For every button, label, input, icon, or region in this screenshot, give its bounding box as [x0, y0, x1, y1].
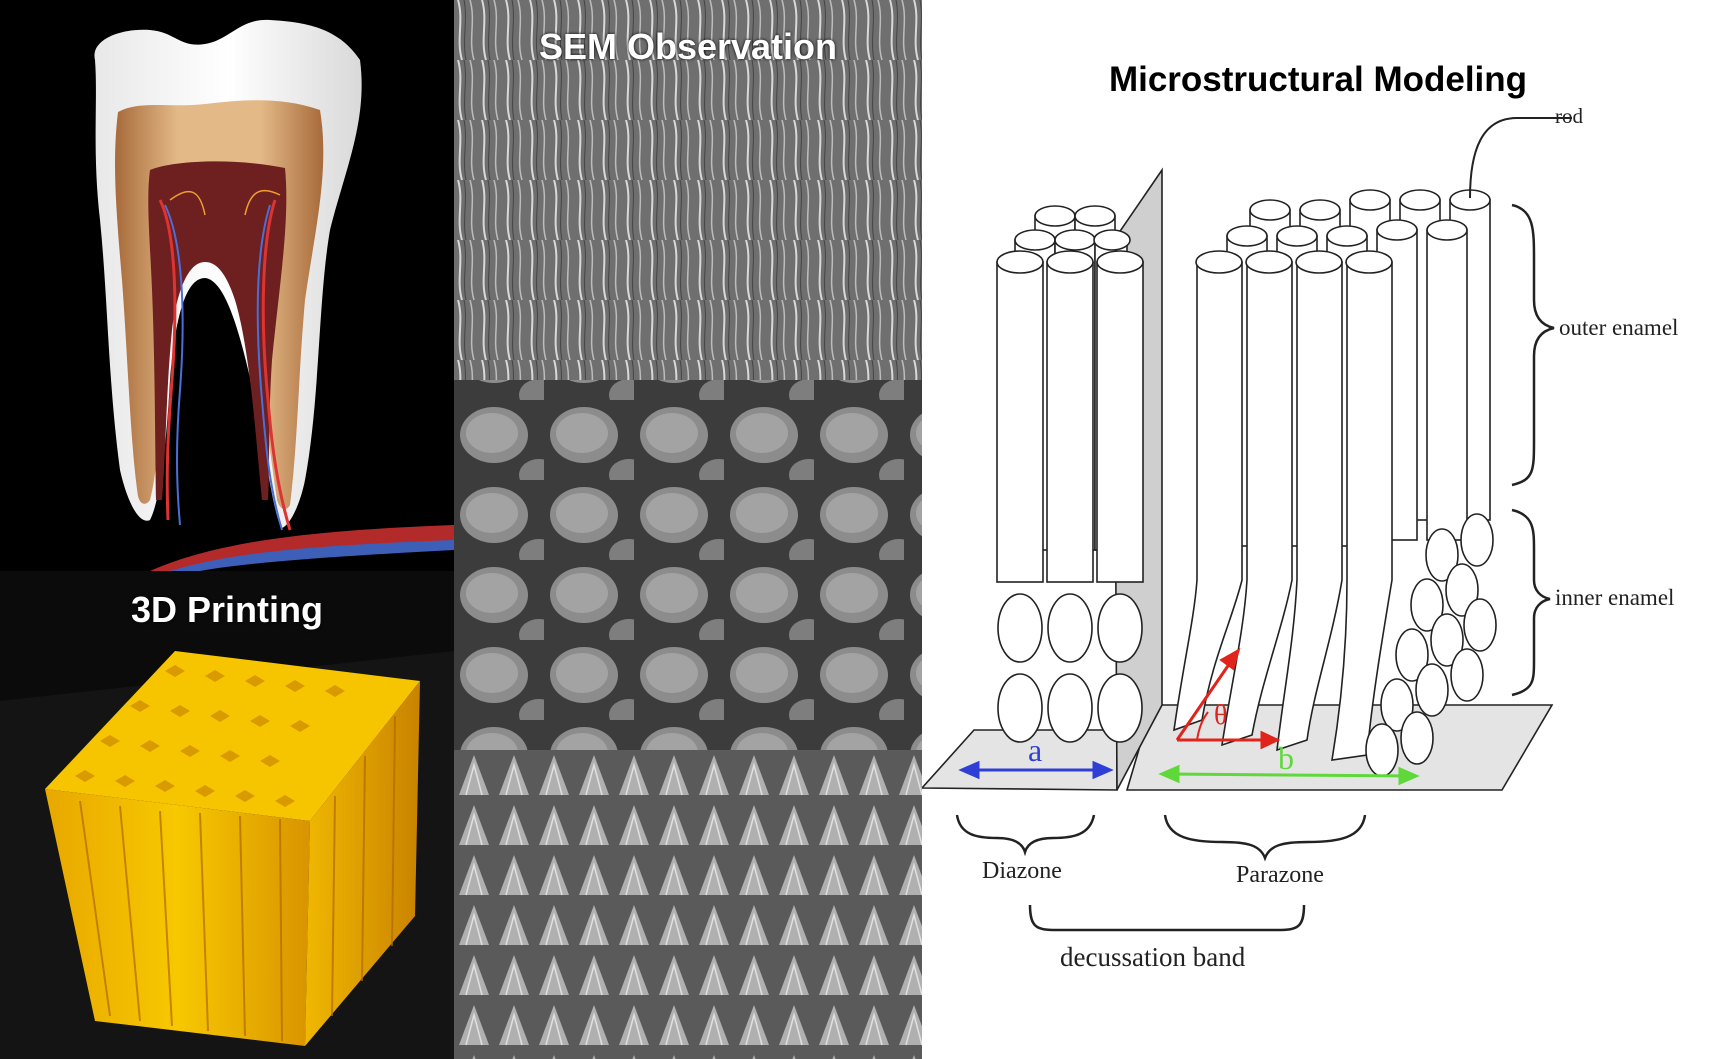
decussation-band-label: decussation band [1060, 942, 1246, 972]
3d-printed-sample-image: 3D Printing [0, 571, 454, 1059]
inner-enamel-label: inner enamel [1555, 585, 1675, 610]
microstructural-model-diagram: Microstructural Modeling [922, 0, 1714, 1059]
rod-label: rod [1555, 104, 1583, 128]
enamel-rod-schematic [922, 117, 1572, 932]
tooth-anatomy-image [0, 0, 454, 571]
outer-enamel-label: outer enamel [1559, 315, 1679, 340]
theta-label: θ [1214, 700, 1228, 731]
sem-observation-title: SEM Observation [538, 26, 838, 67]
b-label: b [1278, 740, 1294, 776]
a-label: a [1028, 732, 1043, 768]
sem-images: SEM Observation [454, 0, 922, 1059]
3d-printing-title: 3D Printing [130, 589, 323, 630]
microstructural-modeling-title: Microstructural Modeling [1108, 60, 1528, 99]
diazone-label: Diazone [982, 858, 1062, 884]
parazone-label: Parazone [1236, 862, 1324, 888]
